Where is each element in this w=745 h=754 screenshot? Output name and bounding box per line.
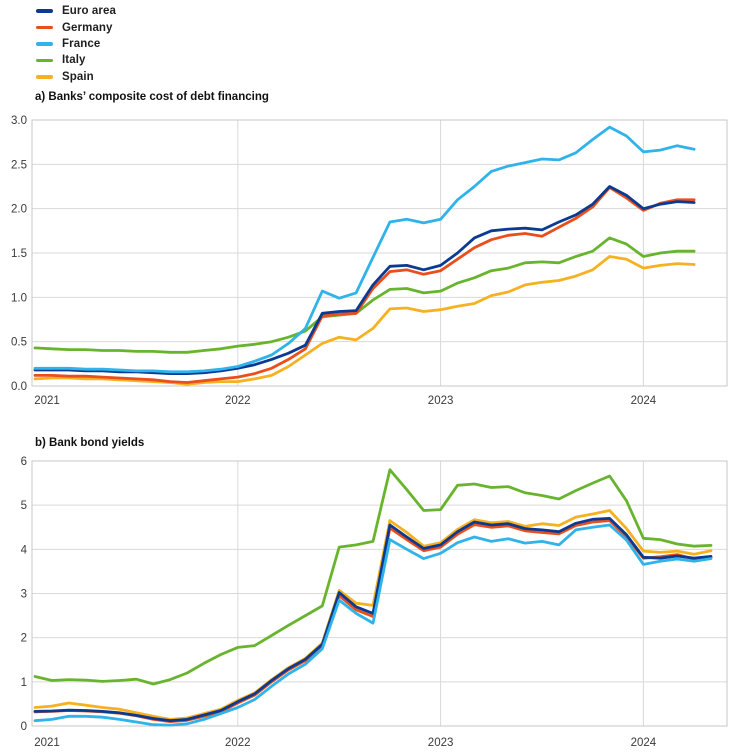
legend-swatch-spain <box>36 74 53 79</box>
y-tick-label: 0 <box>21 721 27 733</box>
y-tick-label: 3 <box>21 589 27 601</box>
legend: Euro area Germany France Italy Spain <box>36 3 116 85</box>
legend-label-germany: Germany <box>62 21 113 34</box>
series-line-france <box>33 523 713 727</box>
legend-label-euro-area: Euro area <box>62 5 116 18</box>
legend-label-france: France <box>62 37 101 50</box>
series-line-spain <box>33 255 696 386</box>
x-tick-label: 2021 <box>34 395 60 407</box>
y-tick-label: 0.5 <box>11 337 27 349</box>
x-tick-label: 2023 <box>428 395 454 407</box>
series-line-spain <box>33 509 713 721</box>
y-tick-label: 6 <box>21 456 27 468</box>
legend-swatch-italy <box>36 58 53 63</box>
y-tick-label: 5 <box>21 500 27 512</box>
legend-item-germany: Germany <box>36 19 116 35</box>
legend-item-spain: Spain <box>36 69 116 85</box>
legend-swatch-euro-area <box>36 9 53 13</box>
x-tick-label: 2024 <box>631 395 657 407</box>
y-tick-label: 4 <box>21 544 28 556</box>
series-line-germany <box>33 185 696 384</box>
x-tick-label: 2022 <box>225 395 251 407</box>
chart-a-title: a) Banks’ composite cost of debt financi… <box>35 91 269 103</box>
x-tick-label: 2022 <box>225 737 251 749</box>
legend-label-italy: Italy <box>62 54 86 67</box>
y-tick-label: 2.0 <box>11 204 27 216</box>
legend-item-italy: Italy <box>36 52 116 68</box>
y-tick-label: 3.0 <box>11 115 27 127</box>
legend-swatch-germany <box>36 25 53 30</box>
y-tick-label: 1 <box>21 677 27 689</box>
y-tick-label: 1.5 <box>11 248 27 260</box>
y-tick-label: 2.5 <box>11 159 27 171</box>
plot-border <box>31 119 728 387</box>
x-tick-label: 2021 <box>34 737 60 749</box>
plot-border <box>31 460 728 727</box>
legend-item-euro-area: Euro area <box>36 3 116 19</box>
series-line-italy <box>33 236 696 354</box>
series-line-euro-area <box>33 517 713 723</box>
series-line-france <box>33 125 696 374</box>
y-tick-label: 1.0 <box>11 292 27 304</box>
series-line-euro-area <box>33 185 696 376</box>
legend-swatch-france <box>36 42 53 46</box>
x-tick-label: 2023 <box>428 737 454 749</box>
series-line-italy <box>33 468 713 686</box>
legend-item-france: France <box>36 36 116 52</box>
y-tick-label: 0.0 <box>11 381 27 393</box>
chart-b-title: b) Bank bond yields <box>35 437 145 449</box>
x-tick-label: 2024 <box>631 737 657 749</box>
legend-label-spain: Spain <box>62 70 94 83</box>
y-tick-label: 2 <box>21 633 27 645</box>
